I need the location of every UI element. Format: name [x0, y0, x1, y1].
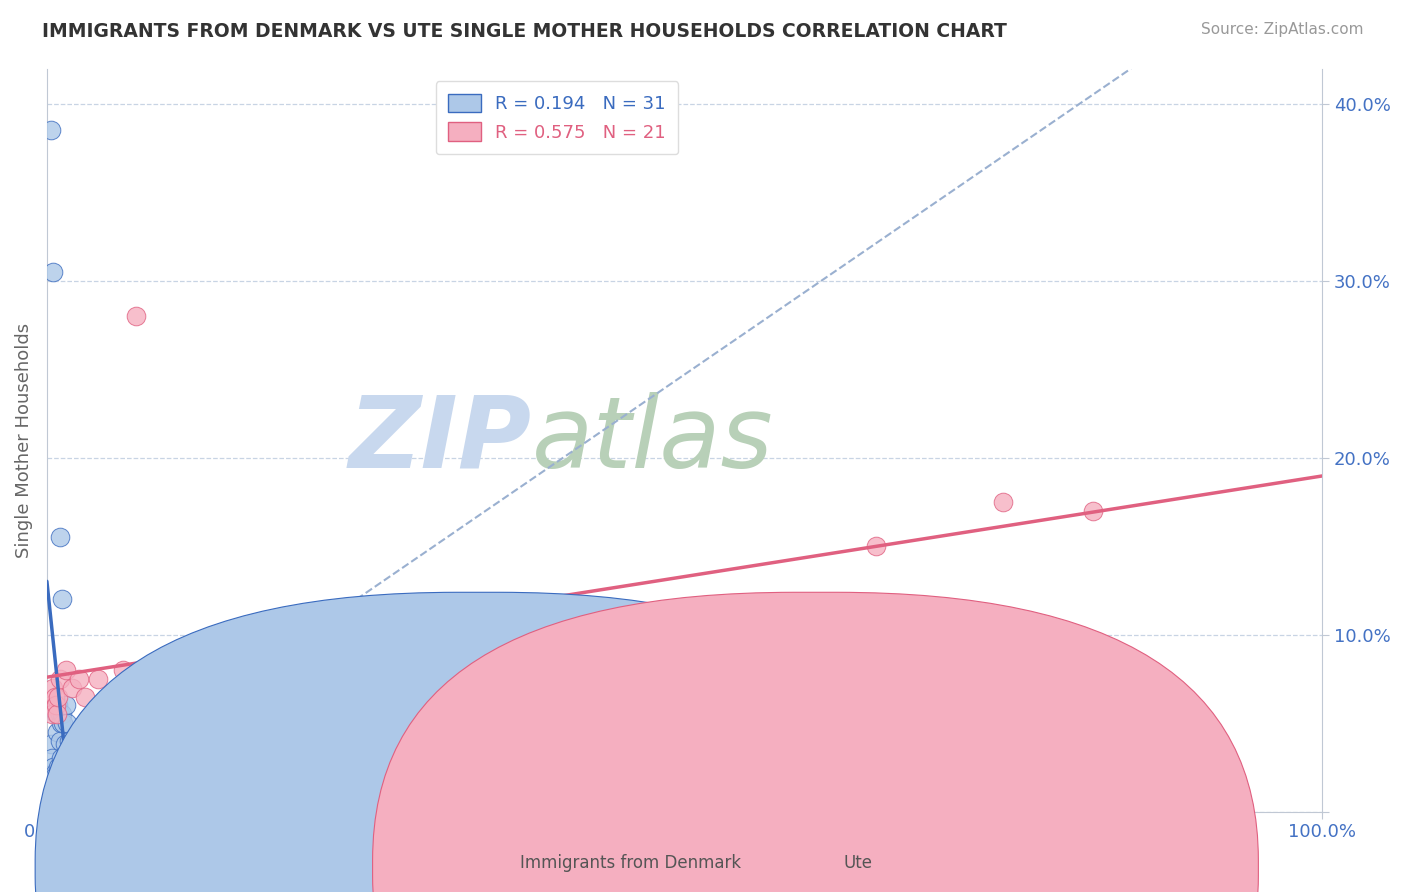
- Point: [48, 733, 70, 747]
- Y-axis label: Single Mother Households: Single Mother Households: [15, 322, 32, 558]
- Point: [67, 672, 90, 686]
- Point: [51, 592, 73, 607]
- Point: [53, 737, 76, 751]
- Point: [42, 265, 65, 279]
- Point: [51, 707, 73, 722]
- Point: [87, 672, 110, 686]
- Point: [51, 760, 73, 774]
- Point: [49, 716, 72, 731]
- Point: [48, 769, 70, 783]
- Point: [41, 707, 63, 722]
- Point: [1081, 504, 1104, 518]
- Point: [58, 733, 80, 747]
- Point: [48, 672, 70, 686]
- Text: Immigrants from Denmark: Immigrants from Denmark: [520, 855, 741, 872]
- Point: [48, 690, 70, 704]
- Point: [865, 539, 887, 553]
- Point: [49, 751, 72, 765]
- Point: [48, 707, 70, 722]
- Point: [39, 698, 62, 713]
- Text: Source: ZipAtlas.com: Source: ZipAtlas.com: [1201, 22, 1364, 37]
- Point: [75, 690, 97, 704]
- Point: [737, 627, 759, 641]
- Point: [100, 698, 122, 713]
- Point: [46, 725, 69, 739]
- Text: ZIP: ZIP: [349, 392, 531, 489]
- Point: [41, 751, 63, 765]
- Point: [55, 663, 77, 677]
- Point: [42, 681, 65, 695]
- Point: [46, 707, 69, 722]
- Point: [55, 760, 77, 774]
- Point: [125, 309, 148, 323]
- Point: [56, 716, 79, 731]
- Point: [45, 707, 67, 722]
- Text: IMMIGRANTS FROM DENMARK VS UTE SINGLE MOTHER HOUSEHOLDS CORRELATION CHART: IMMIGRANTS FROM DENMARK VS UTE SINGLE MO…: [42, 22, 1007, 41]
- Point: [56, 769, 79, 783]
- Point: [52, 716, 75, 731]
- Point: [48, 760, 70, 774]
- Point: [44, 765, 66, 780]
- Point: [39, 123, 62, 137]
- Point: [112, 663, 135, 677]
- Point: [60, 681, 83, 695]
- Point: [45, 698, 67, 713]
- Point: [48, 698, 70, 713]
- Point: [53, 769, 76, 783]
- Point: [993, 495, 1015, 509]
- Point: [44, 690, 66, 704]
- Text: atlas: atlas: [531, 392, 773, 489]
- Point: [58, 769, 80, 783]
- Point: [45, 698, 67, 713]
- Text: Ute: Ute: [844, 855, 873, 872]
- Point: [44, 769, 66, 783]
- Point: [55, 698, 77, 713]
- Point: [39, 737, 62, 751]
- Point: [138, 672, 160, 686]
- Point: [46, 778, 69, 792]
- Point: [42, 760, 65, 774]
- Legend: R = 0.194   N = 31, R = 0.575   N = 21: R = 0.194 N = 31, R = 0.575 N = 21: [436, 81, 679, 154]
- Point: [52, 769, 75, 783]
- Point: [48, 530, 70, 544]
- Point: [45, 772, 67, 787]
